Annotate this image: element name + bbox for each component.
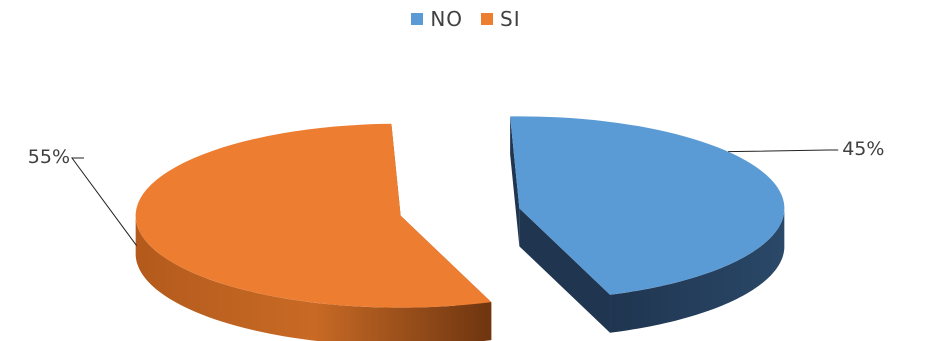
legend-label-no: NO xyxy=(430,7,464,31)
data-label-text: 55% xyxy=(28,146,70,168)
legend-item-no: NO xyxy=(411,7,463,31)
legend-item-si: SI xyxy=(481,7,521,31)
data-label-text: 45% xyxy=(842,138,884,160)
pie-slice-si xyxy=(135,123,492,341)
data-label-no: 45% xyxy=(728,138,884,160)
legend-swatch-no xyxy=(411,13,424,25)
legend-label-si: SI xyxy=(500,7,521,31)
chart-legend: NO SI xyxy=(0,6,932,32)
pie-slice-no xyxy=(510,116,785,333)
data-label-si: 55% xyxy=(28,146,138,246)
legend-swatch-si xyxy=(481,13,494,25)
